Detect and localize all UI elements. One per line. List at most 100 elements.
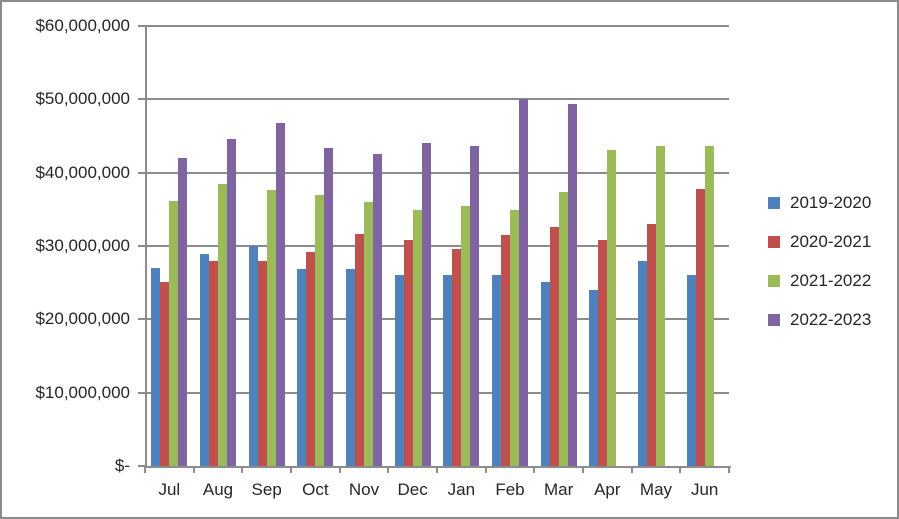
bar-2021-2022-Nov xyxy=(364,202,373,466)
bar-2019-2020-Feb xyxy=(492,275,501,466)
bar-2019-2020-Aug xyxy=(200,254,209,466)
legend-label: 2020-2021 xyxy=(790,232,872,251)
bar-2019-2020-Jul xyxy=(151,268,161,466)
bar-2020-2021-Apr xyxy=(598,240,608,466)
gridline xyxy=(145,171,729,174)
y-axis-tick xyxy=(138,391,145,394)
bar-2021-2022-Feb xyxy=(510,210,519,466)
x-axis-tick xyxy=(679,466,682,473)
x-axis-tick xyxy=(290,466,292,473)
gridline xyxy=(145,318,729,321)
bar-2021-2022-Mar xyxy=(558,191,568,466)
gridline xyxy=(145,25,729,27)
bar-2020-2021-Aug xyxy=(209,261,218,466)
y-axis-tick xyxy=(138,25,145,27)
bar-2019-2020-Dec xyxy=(394,275,404,466)
x-tick-label: Jan xyxy=(447,480,476,499)
y-tick-label: $60,000,000 xyxy=(35,16,130,35)
gridline xyxy=(145,391,729,394)
bar-2019-2020-Jan xyxy=(443,275,453,466)
x-axis-tick xyxy=(338,466,341,473)
y-tick-label: $- xyxy=(114,456,130,475)
bar-2020-2021-Jan xyxy=(452,248,462,466)
y-axis-tick xyxy=(138,98,145,101)
x-axis-tick xyxy=(630,466,633,473)
x-axis-tick xyxy=(387,466,390,473)
gridline xyxy=(145,245,729,247)
bar-2021-2022-Aug xyxy=(218,183,227,466)
y-axis-tick xyxy=(138,245,145,247)
x-tick-label: Dec xyxy=(397,480,428,499)
bar-2022-2023-Oct xyxy=(324,147,334,466)
x-tick-label: Feb xyxy=(495,480,525,499)
legend-item: 2022-2023 xyxy=(768,309,871,331)
x-tick-label: Sep xyxy=(251,480,282,499)
y-axis-tick xyxy=(138,318,145,321)
gridline xyxy=(145,98,729,101)
y-tick-label: $10,000,000 xyxy=(35,382,130,402)
y-axis xyxy=(145,26,147,468)
bar-2022-2023-Nov xyxy=(373,154,382,466)
y-tick-label: $30,000,000 xyxy=(35,236,130,255)
x-tick-label: Jul xyxy=(158,480,181,499)
legend-swatch-icon xyxy=(768,275,780,287)
bar-2020-2021-Sep xyxy=(257,260,267,466)
x-axis-tick xyxy=(533,466,536,473)
y-tick-label: $20,000,000 xyxy=(35,309,130,329)
bar-2019-2020-Sep xyxy=(248,246,258,466)
bar-2022-2023-Sep xyxy=(275,122,285,466)
x-tick-label: Aug xyxy=(202,480,234,499)
bar-2021-2022-Jan xyxy=(461,206,471,466)
x-tick-label: Jun xyxy=(690,480,719,499)
bar-2020-2021-Jul xyxy=(160,281,170,466)
bar-2021-2022-Apr xyxy=(607,149,617,466)
bar-2019-2020-Oct xyxy=(297,268,307,466)
bar-2019-2020-Jun xyxy=(686,274,696,466)
x-tick-label: Oct xyxy=(302,480,329,499)
legend-swatch-icon xyxy=(768,197,780,209)
bar-2020-2021-Jun xyxy=(695,188,705,466)
bar-2021-2022-Sep xyxy=(266,190,276,466)
y-axis-tick xyxy=(138,171,145,174)
bar-2020-2021-Nov xyxy=(355,233,364,466)
x-tick-label: Nov xyxy=(348,480,380,499)
x-tick-label: Apr xyxy=(594,480,621,499)
x-axis-tick xyxy=(728,466,730,473)
bar-2021-2022-Jul xyxy=(169,200,179,466)
legend-item: 2021-2022 xyxy=(768,270,871,292)
legend-swatch-icon xyxy=(768,314,780,326)
legend-label: 2021-2022 xyxy=(790,271,872,290)
y-axis-tick xyxy=(138,465,145,467)
x-axis-tick xyxy=(144,466,146,473)
bar-2022-2023-Mar xyxy=(567,104,577,466)
bar-2021-2022-Dec xyxy=(412,210,422,466)
x-axis-tick xyxy=(582,466,584,473)
bar-2020-2021-Oct xyxy=(306,251,316,466)
bar-2019-2020-May xyxy=(638,260,647,466)
x-axis-tick xyxy=(241,466,244,473)
bar-2022-2023-Feb xyxy=(519,99,528,466)
bar-2022-2023-Jul xyxy=(178,158,188,466)
bar-2022-2023-Aug xyxy=(227,138,236,466)
legend-item: 2019-2020 xyxy=(768,192,871,214)
bar-2021-2022-May xyxy=(656,146,665,466)
legend-item: 2020-2021 xyxy=(768,231,871,253)
y-tick-label: $50,000,000 xyxy=(35,89,130,109)
bar-2019-2020-Mar xyxy=(540,281,550,466)
legend-label: 2022-2023 xyxy=(790,310,872,329)
bar-2021-2022-Jun xyxy=(704,145,714,466)
bar-2019-2020-Apr xyxy=(589,290,599,466)
legend-swatch-icon xyxy=(768,236,780,248)
y-tick-label: $40,000,000 xyxy=(35,162,130,182)
bar-2020-2021-Dec xyxy=(403,240,413,466)
bar-2021-2022-Oct xyxy=(315,194,325,466)
x-axis-tick xyxy=(436,466,438,473)
legend-label: 2019-2020 xyxy=(790,193,872,212)
x-tick-label: Mar xyxy=(544,480,574,499)
bar-2022-2023-Jan xyxy=(470,146,480,466)
bar-2020-2021-May xyxy=(647,224,656,466)
bar-2019-2020-Nov xyxy=(346,269,355,466)
bar-2022-2023-Dec xyxy=(421,143,431,466)
x-axis xyxy=(145,466,731,468)
